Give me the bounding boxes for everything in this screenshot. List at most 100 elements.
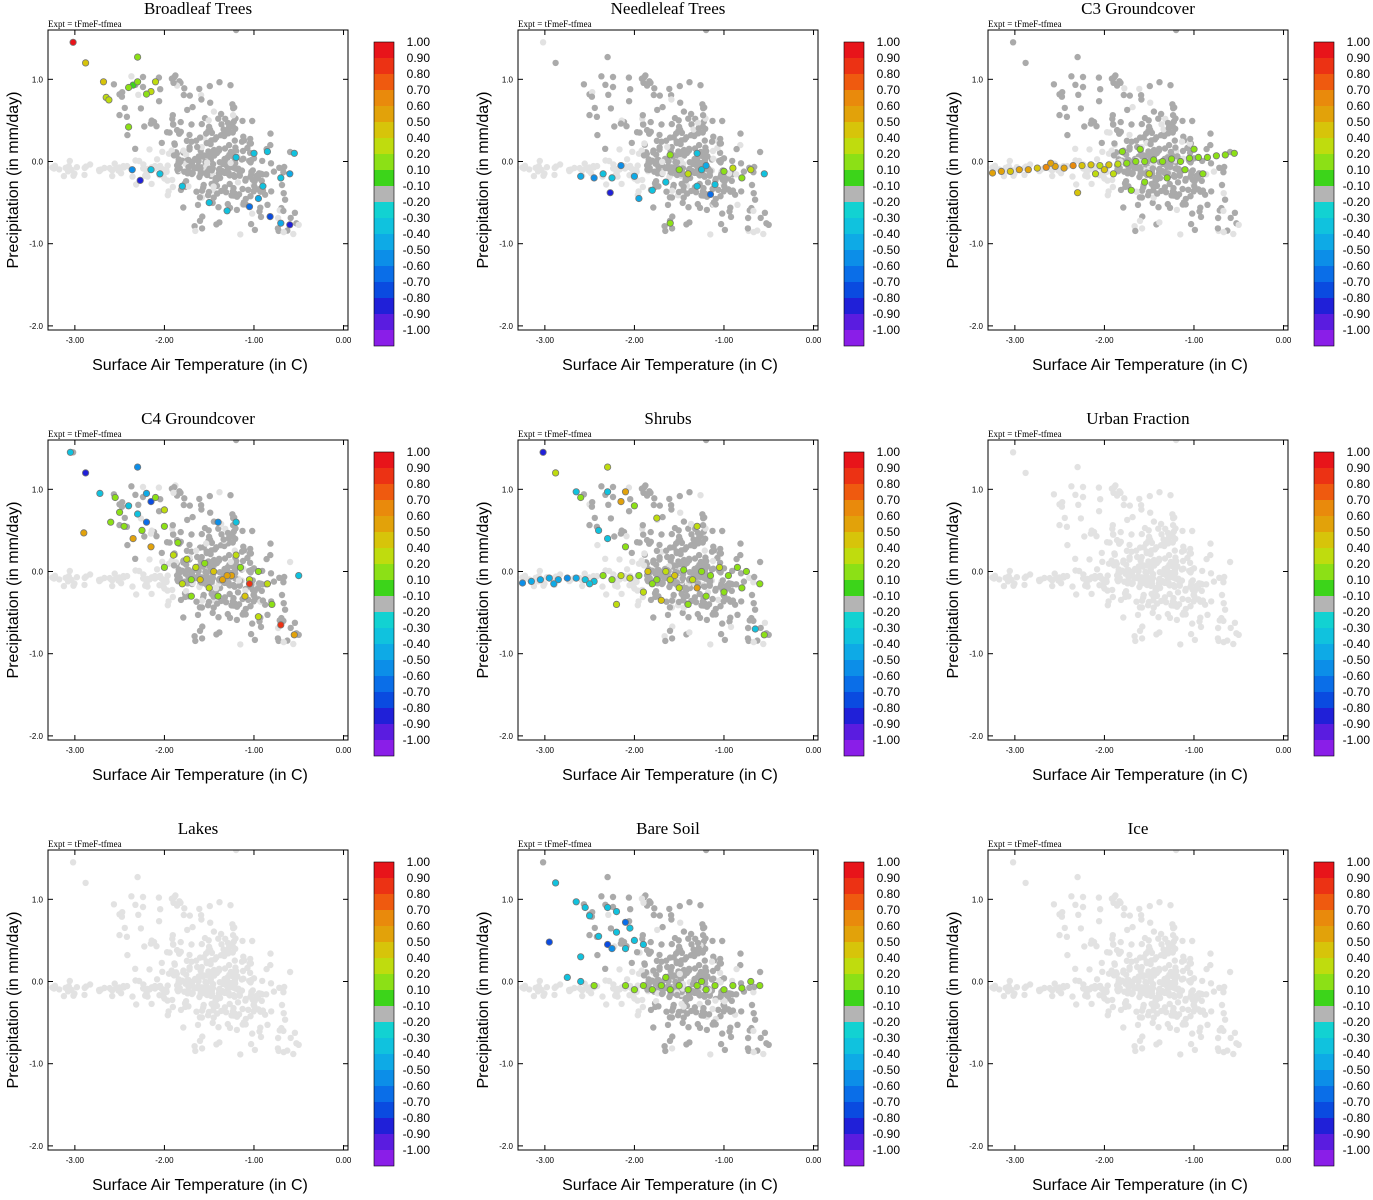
cloud-point — [717, 955, 724, 963]
cloud-point — [721, 1003, 728, 1010]
cloud-point — [1155, 115, 1162, 122]
expt-label: Expt = tFmeF-tfmea — [988, 839, 1062, 849]
cloud-point — [685, 614, 692, 621]
cloud-point — [1097, 86, 1104, 93]
cloud-point — [73, 574, 81, 581]
cloud-point — [598, 483, 605, 490]
cloud-point — [198, 1007, 206, 1014]
cloud-point — [229, 949, 236, 956]
cloud-point — [1165, 945, 1173, 952]
cloud-point — [1101, 585, 1108, 592]
colored-point — [720, 588, 728, 596]
cloud-point — [1073, 591, 1080, 598]
cloud-point — [268, 188, 275, 195]
cloud-point — [1138, 940, 1146, 948]
cloud-point — [189, 513, 196, 521]
cloud-point — [679, 1019, 686, 1027]
cloud-point — [224, 990, 231, 997]
cloud-point — [684, 1010, 691, 1017]
colorbar-label: -0.70 — [403, 685, 431, 699]
cloud-point — [226, 1000, 233, 1008]
colored-point — [630, 502, 639, 510]
cloud-point — [1093, 943, 1100, 950]
cloud-point — [1121, 495, 1128, 502]
colored-point — [518, 579, 527, 587]
cloud-point — [1155, 935, 1162, 942]
cloud-point — [696, 614, 704, 621]
y-axis-label: Precipitation (in mm/day) — [5, 502, 22, 679]
cloud-point — [1075, 911, 1082, 918]
cloud-point — [56, 166, 63, 173]
colorbar-swatch — [844, 1022, 864, 1038]
cloud-point — [1171, 583, 1178, 590]
cloud-point — [655, 183, 662, 190]
colorbar-label: -0.80 — [403, 1111, 431, 1125]
colorbar-label: -0.90 — [873, 307, 901, 321]
cloud-point — [699, 949, 706, 956]
cloud-point — [227, 558, 235, 566]
colorbar-frame — [1313, 41, 1335, 347]
cloud-point — [625, 74, 633, 81]
cloud-point — [121, 514, 128, 522]
colorbar-label: -0.90 — [403, 717, 431, 731]
cloud-point — [1175, 601, 1183, 608]
cloud-point — [675, 117, 682, 124]
colored-point — [187, 592, 195, 600]
colorbar-label: -0.80 — [403, 291, 431, 305]
cloud-point — [274, 214, 282, 222]
colored-point — [1127, 186, 1135, 194]
colorbar-label: -0.20 — [873, 605, 901, 619]
colored-point — [551, 469, 560, 477]
cloud-point — [727, 1024, 734, 1031]
cloud-point — [655, 1003, 662, 1010]
y-tick-label: 1.0 — [502, 75, 514, 84]
cloud-point — [1231, 209, 1239, 216]
x-tick-label: 0.00 — [336, 746, 352, 755]
cloud-point — [97, 986, 105, 993]
cloud-point — [215, 204, 222, 211]
colored-point — [684, 170, 692, 178]
cloud-point — [733, 555, 740, 563]
cloud-point — [610, 161, 617, 168]
cloud-point — [705, 1011, 713, 1018]
cloud-point — [1197, 1033, 1205, 1041]
colored-point — [1190, 145, 1198, 153]
cloud-point — [1120, 1024, 1127, 1031]
cloud-point — [709, 967, 717, 975]
cloud-point — [81, 991, 88, 999]
cloud-point — [170, 489, 177, 496]
cloud-point — [1158, 121, 1165, 128]
cloud-point — [1204, 611, 1211, 618]
cloud-point — [750, 1048, 757, 1056]
cloud-point — [231, 957, 238, 964]
cloud-point — [196, 495, 203, 503]
cloud-point — [220, 126, 227, 133]
cloud-point — [1171, 137, 1179, 144]
cloud-point — [64, 168, 72, 175]
colored-point — [125, 83, 133, 92]
colored-point — [648, 186, 656, 194]
colorbar-swatch — [374, 298, 394, 314]
cloud-point — [1126, 554, 1133, 561]
cloud-point — [1109, 593, 1117, 601]
cloud-point — [50, 985, 58, 992]
cloud-point — [656, 541, 663, 549]
colored-point — [129, 534, 137, 543]
cloud-point — [182, 178, 190, 185]
colorbar-label: -0.30 — [403, 1031, 431, 1045]
colored-point — [205, 199, 213, 207]
cloud-point — [228, 192, 235, 199]
cloud-point — [701, 137, 708, 144]
cloud-point — [662, 637, 669, 645]
cloud-point — [691, 965, 699, 972]
cloud-point — [717, 1013, 724, 1020]
cloud-point — [716, 969, 724, 976]
cloud-point — [638, 557, 645, 564]
cloud-point — [640, 121, 647, 128]
cloud-point — [205, 123, 213, 130]
colorbar-label: -0.80 — [403, 701, 431, 715]
cloud-point — [729, 1007, 737, 1014]
cloud-point — [696, 204, 704, 211]
